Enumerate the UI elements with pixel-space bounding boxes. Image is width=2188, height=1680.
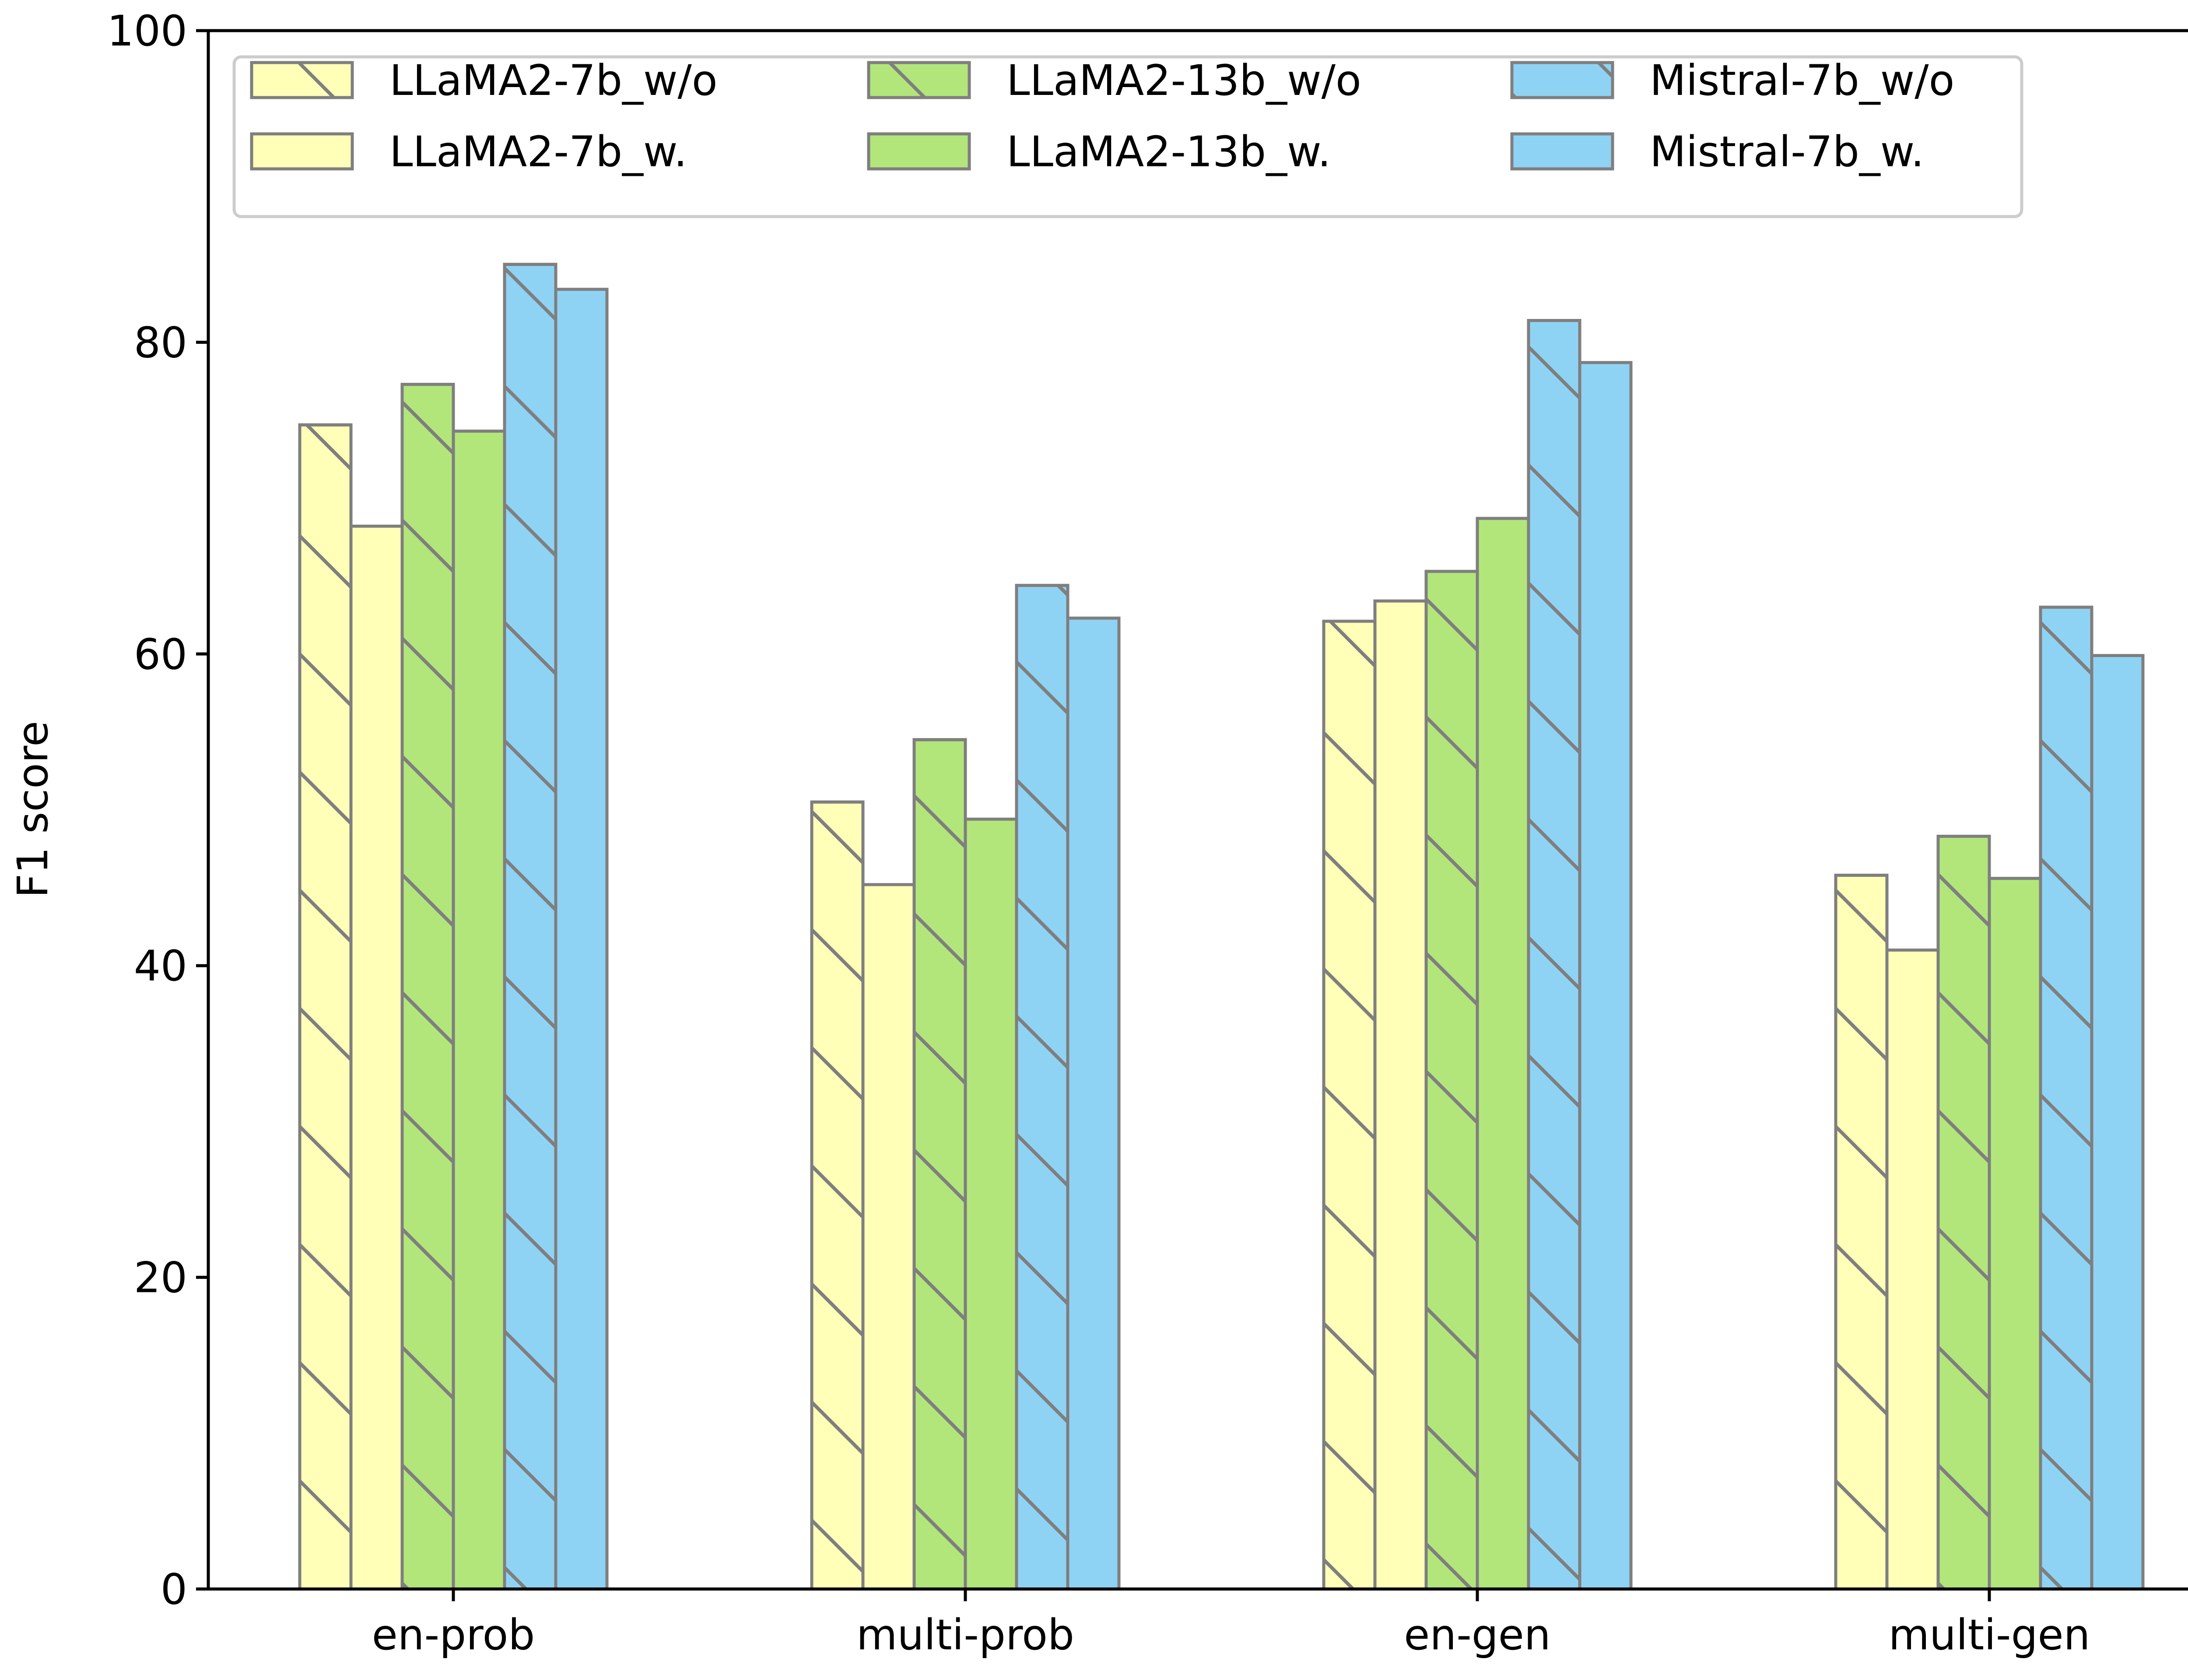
- bar-en-prob-LLaMA2-13b_w.: [452, 429, 506, 1591]
- bar-multi-prob-LLaMA2-13b_w.: [964, 817, 1018, 1591]
- y-tick-label: 100: [107, 7, 187, 56]
- legend-label: LLaMA2-13b_w.: [1006, 127, 1331, 176]
- bar-en-prob-LLaMA2-7b_w.: [349, 525, 404, 1591]
- legend-label: LLaMA2-7b_w.: [389, 127, 687, 176]
- bar-multi-prob-LLaMA2-7b_w/o-hatch: [810, 800, 865, 1591]
- x-tick-label: en-gen: [1404, 1610, 1550, 1659]
- bar-en-gen-LLaMA2-7b_w/o-hatch: [1322, 620, 1377, 1591]
- legend-swatch: [867, 132, 971, 171]
- legend-swatch: [250, 132, 354, 171]
- y-tick-label: 20: [134, 1253, 187, 1302]
- legend-label: LLaMA2-7b_w/o: [389, 56, 718, 105]
- legend-swatch-hatch: [250, 61, 354, 99]
- bar-multi-prob-LLaMA2-7b_w.: [861, 883, 916, 1591]
- legend-swatch: [1510, 132, 1614, 171]
- bar-en-gen-LLaMA2-7b_w.: [1373, 599, 1428, 1591]
- y-tick-label: 0: [161, 1565, 187, 1614]
- bar-en-prob-LLaMA2-13b_w/o-hatch: [400, 383, 455, 1591]
- bar-en-gen-Mistral-7b_w/o-hatch: [1527, 319, 1581, 1591]
- axes: [207, 29, 2188, 1591]
- legend-label: LLaMA2-13b_w/o: [1006, 56, 1361, 105]
- bar-en-gen-LLaMA2-13b_w.: [1476, 517, 1530, 1591]
- y-axis-label: F1 score: [8, 721, 57, 898]
- bar-en-gen-Mistral-7b_w.: [1578, 361, 1633, 1591]
- x-tick-label: en-prob: [372, 1610, 535, 1659]
- x-tick-label: multi-prob: [856, 1610, 1074, 1659]
- bar-multi-prob-Mistral-7b_w/o-hatch: [1015, 584, 1069, 1591]
- legend-label: Mistral-7b_w.: [1650, 127, 1924, 176]
- legend-label: Mistral-7b_w/o: [1650, 56, 1954, 105]
- y-tick-label: 60: [134, 630, 187, 679]
- bar-multi-gen-Mistral-7b_w/o-hatch: [2039, 606, 2093, 1591]
- legend-swatch-hatch: [1510, 61, 1614, 99]
- bar-en-prob-LLaMA2-7b_w/o-hatch: [298, 423, 353, 1591]
- bar-en-prob-Mistral-7b_w.: [554, 287, 609, 1591]
- y-tick-label: 80: [134, 318, 187, 367]
- y-ticks: 0 20 40 60 80 100: [107, 7, 208, 1614]
- y-tick-label: 40: [134, 942, 187, 990]
- bar-multi-gen-Mistral-7b_w.: [2090, 654, 2145, 1591]
- legend-items: LLaMA2-7b_w/o LLaMA2-7b_w. LLaMA2-13b_w/o L…: [250, 56, 1954, 176]
- bars-layer: [298, 262, 2145, 1591]
- bar-multi-gen-LLaMA2-13b_w/o-hatch: [1936, 835, 1991, 1591]
- bar-multi-prob-LLaMA2-13b_w/o-hatch: [912, 738, 967, 1591]
- x-tick-label: multi-gen: [1889, 1610, 2090, 1659]
- bar-en-gen-LLaMA2-13b_w/o-hatch: [1424, 570, 1479, 1591]
- bar-multi-gen-LLaMA2-7b_w.: [1885, 948, 1940, 1591]
- bar-multi-prob-Mistral-7b_w.: [1066, 616, 1121, 1591]
- x-ticks: en-prob multi-prob en-gen multi-gen: [372, 1589, 2090, 1659]
- bar-multi-gen-LLaMA2-7b_w/o-hatch: [1834, 874, 1889, 1591]
- legend: LLaMA2-7b_w/o LLaMA2-7b_w. LLaMA2-13b_w/o L…: [232, 55, 2023, 218]
- bar-multi-gen-LLaMA2-13b_w.: [1988, 877, 2042, 1591]
- legend-swatch-hatch: [867, 61, 971, 99]
- bar-en-prob-Mistral-7b_w/o-hatch: [503, 262, 558, 1591]
